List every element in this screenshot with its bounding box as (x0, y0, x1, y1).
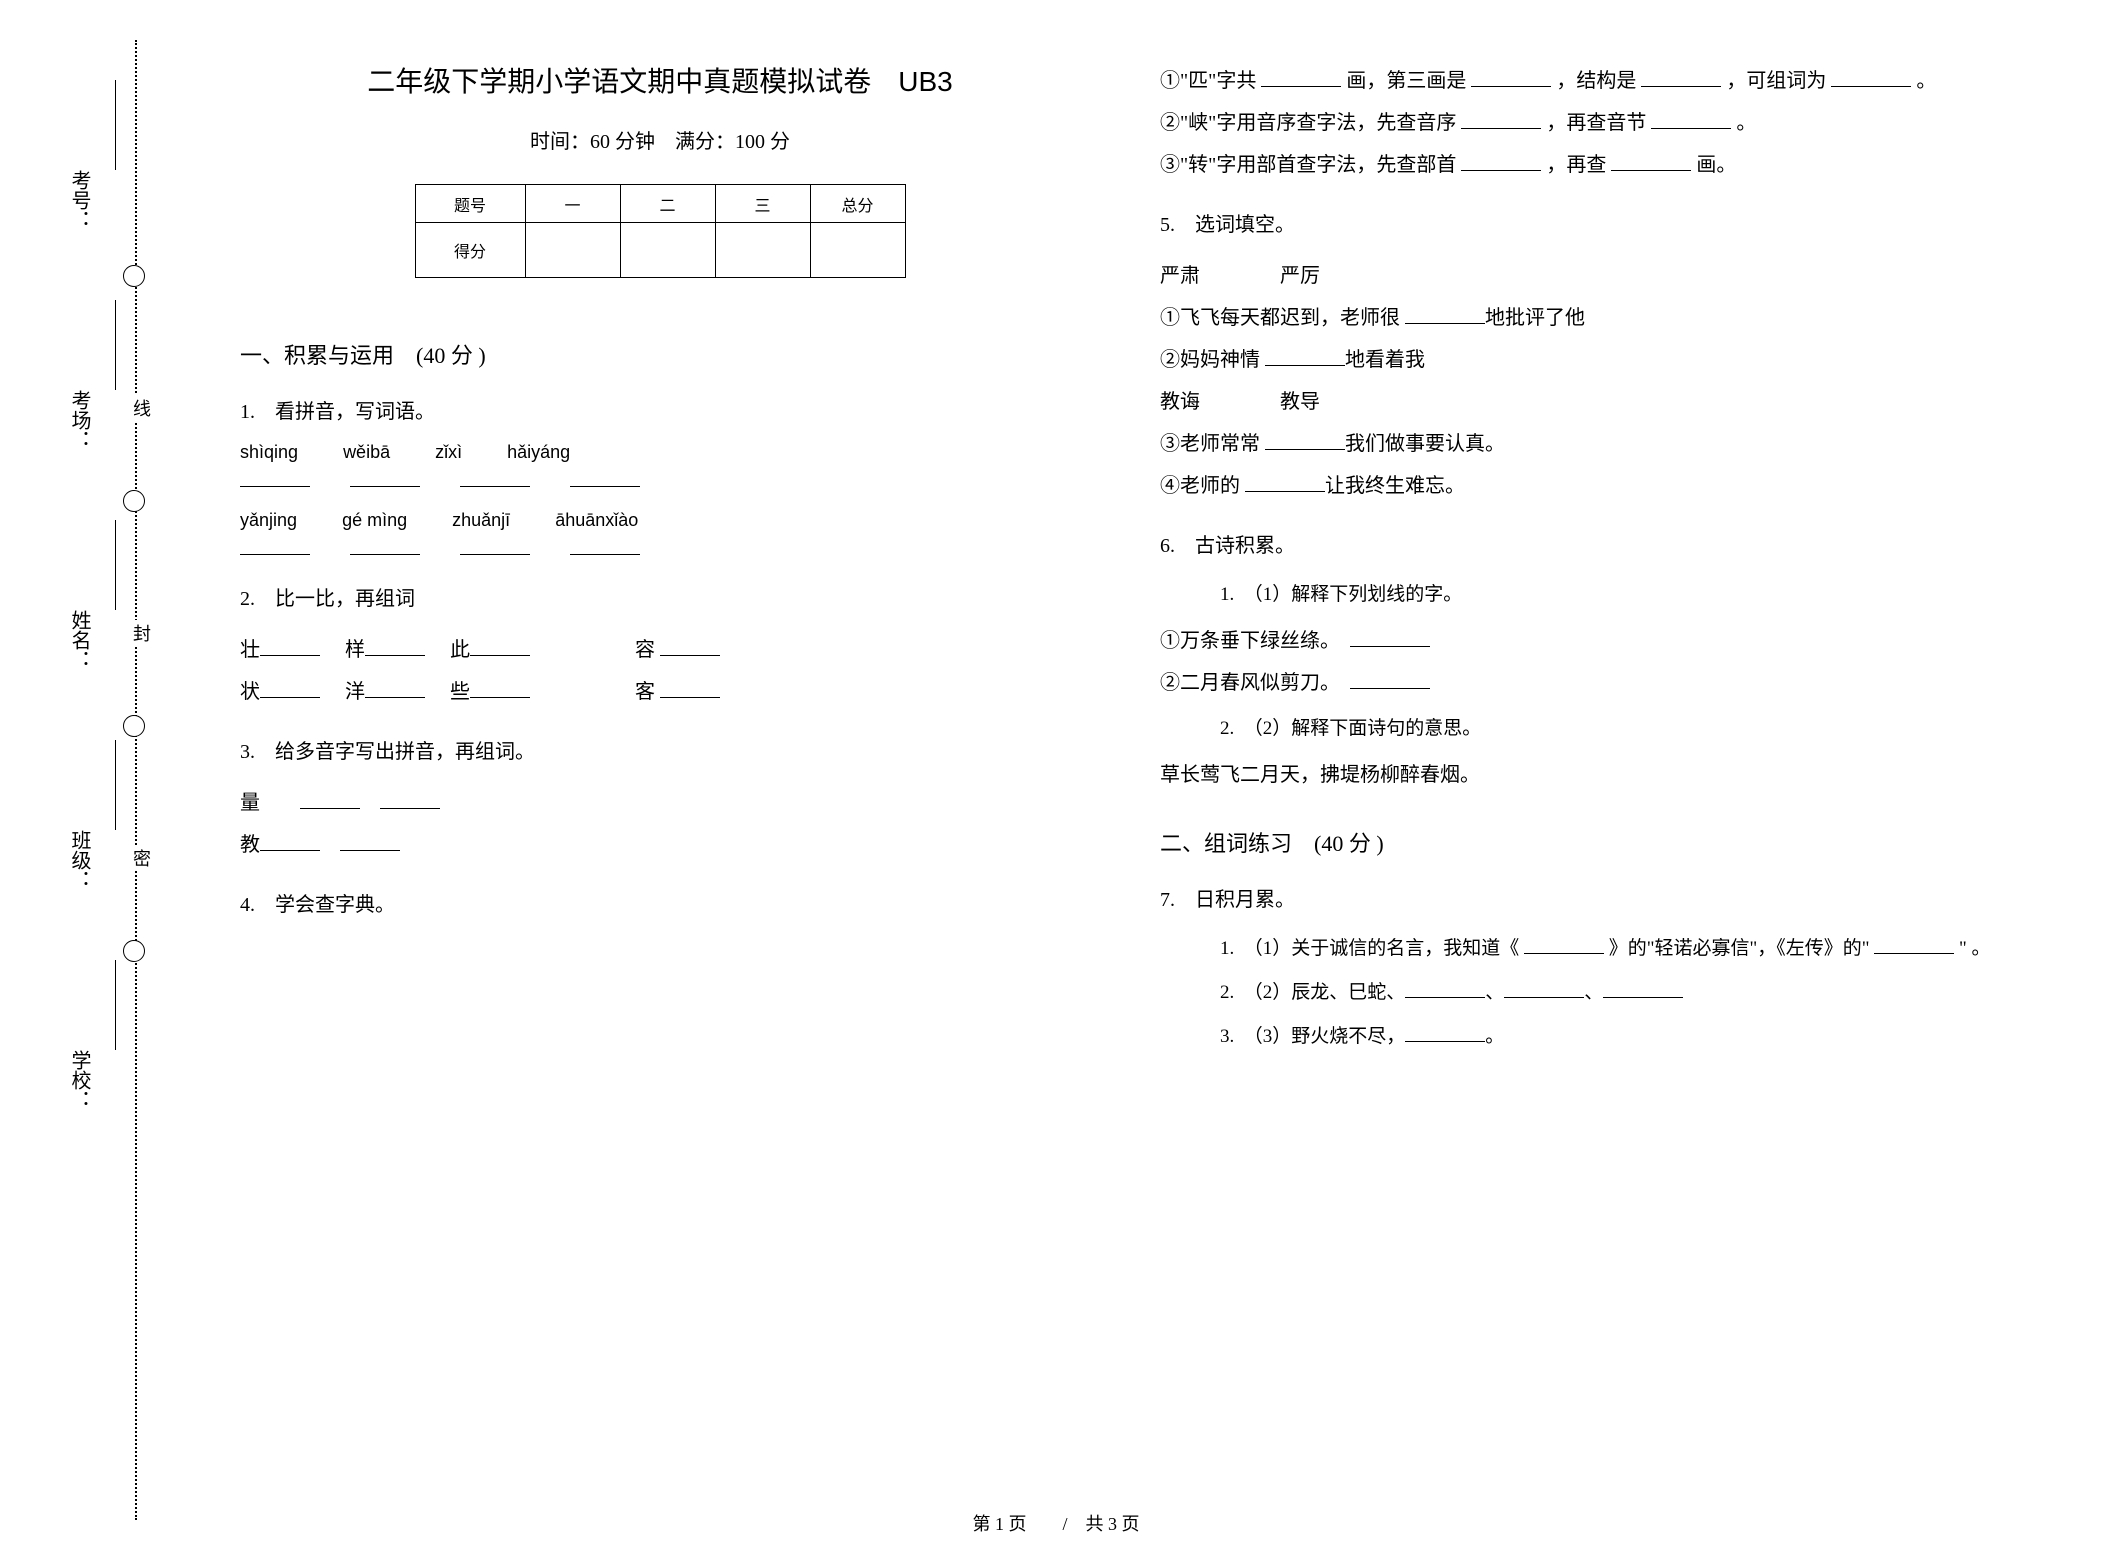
th: 二 (620, 185, 715, 223)
q4-item3: ③"转"字用部首查字法，先查部首 ，再查 画。 (1160, 144, 2000, 186)
q7-sub1: 1. （1）关于诚信的名言，我知道《 》的"轻诺必寡信"，《左传》的" " 。 (1220, 930, 2000, 968)
pinyin: āhuānxǐào (555, 510, 638, 531)
strip-line (115, 520, 116, 610)
column-left: 二年级下学期小学语文期中真题模拟试卷 UB3 时间：60 分钟 满分：100 分… (200, 40, 1120, 1520)
strip-label-school: 学校： (65, 1050, 94, 1110)
th: 总分 (810, 185, 905, 223)
content-area: 二年级下学期小学语文期中真题模拟试卷 UB3 时间：60 分钟 满分：100 分… (200, 40, 2080, 1520)
strip-label-examno: 考号： (65, 170, 94, 230)
q5-pair2: 教诲 教导 (1160, 381, 2000, 423)
q6-sub1: 1. （1）解释下列划线的字。 (1220, 576, 2000, 614)
char: 容 (635, 639, 655, 661)
q5-item1: ①飞飞每天都迟到，老师很 地批评了他 (1160, 297, 2000, 339)
pinyin: yǎnjing (240, 510, 297, 531)
q3-row: 量 (240, 782, 1080, 824)
table-row: 题号 一 二 三 总分 (415, 185, 905, 223)
pinyin: zǐxì (435, 442, 462, 463)
seal-circle (123, 715, 145, 737)
char: 洋 (345, 681, 365, 703)
seal-circle (123, 265, 145, 287)
char: 教 (240, 834, 260, 856)
q4-title: 4. 学会查字典。 (240, 888, 1080, 917)
char: 状 (240, 681, 260, 703)
exam-meta: 时间：60 分钟 满分：100 分 (240, 125, 1080, 154)
char: 些 (450, 681, 470, 703)
q2-title: 2. 比一比，再组词 (240, 582, 1080, 611)
char: 此 (450, 639, 470, 661)
char: 客 (635, 681, 655, 703)
th: 一 (525, 185, 620, 223)
strip-line (115, 740, 116, 830)
strip-line (115, 80, 116, 170)
char: 壮 (240, 639, 260, 661)
q6-title: 6. 古诗积累。 (1160, 529, 2000, 558)
td (810, 223, 905, 278)
section-2-title: 二、组词练习 (40 分 ) (1160, 826, 2000, 858)
q4-item1: ①"匹"字共 画，第三画是 ，结构是 ，可组词为 。 (1160, 60, 2000, 102)
strip-label-name: 姓名： (65, 610, 94, 670)
char: 量 (240, 792, 260, 814)
seal-label-seal: 封 (128, 620, 154, 646)
pinyin: shìqing (240, 442, 298, 463)
char: 样 (345, 639, 365, 661)
pinyin: hǎiyáng (507, 442, 570, 463)
strip-label-room: 考场： (65, 390, 94, 450)
td: 得分 (415, 223, 525, 278)
q5-title: 5. 选词填空。 (1160, 208, 2000, 237)
blank-row (240, 467, 1080, 492)
q3-row: 教 (240, 824, 1080, 866)
q4-item2: ②"峡"字用音序查字法，先查音序 ，再查音节 。 (1160, 102, 2000, 144)
pinyin: gé mìng (342, 510, 407, 531)
q5-pair1: 严肃 严厉 (1160, 255, 2000, 297)
score-table: 题号 一 二 三 总分 得分 (415, 184, 906, 278)
q5-item2: ②妈妈神情 地看着我 (1160, 339, 2000, 381)
td (620, 223, 715, 278)
th: 三 (715, 185, 810, 223)
seal-dotted-line (135, 40, 137, 1520)
q6-sub2: 2. （2）解释下面诗句的意思。 (1220, 710, 2000, 748)
column-right: ①"匹"字共 画，第三画是 ，结构是 ，可组词为 。 ②"峡"字用音序查字法，先… (1120, 40, 2040, 1520)
td (715, 223, 810, 278)
q7-sub2: 2. （2）辰龙、巳蛇、、、 (1220, 974, 2000, 1012)
section-1-title: 一、积累与运用 (40 分 ) (240, 338, 1080, 370)
q5-item4: ④老师的 让我终生难忘。 (1160, 465, 2000, 507)
q7-title: 7. 日积月累。 (1160, 883, 2000, 912)
pinyin-row: yǎnjing gé mìng zhuǎnjī āhuānxǐào (240, 510, 1080, 531)
page-footer: 第 1 页 / 共 3 页 (0, 1510, 2112, 1536)
blank-row (240, 535, 1080, 560)
q5-item3: ③老师常常 我们做事要认真。 (1160, 423, 2000, 465)
th: 题号 (415, 185, 525, 223)
pinyin: zhuǎnjī (452, 510, 510, 531)
title-code: UB3 (898, 66, 952, 97)
q6-poem: 草长莺飞二月天，拂堤杨柳醉春烟。 (1160, 754, 2000, 796)
strip-line (115, 300, 116, 390)
seal-circle (123, 940, 145, 962)
exam-title: 二年级下学期小学语文期中真题模拟试卷 UB3 (240, 60, 1080, 100)
strip-line (115, 960, 116, 1050)
exam-info-strip: 考号： 考场： 姓名： 班级： 学校： (45, 0, 145, 1561)
strip-label-class: 班级： (65, 830, 94, 890)
seal-circle (123, 490, 145, 512)
q6-line2: ②二月春风似剪刀。 (1160, 662, 2000, 704)
q6-line1: ①万条垂下绿丝绦。 (1160, 620, 2000, 662)
q7-sub3: 3. （3）野火烧不尽，。 (1220, 1018, 2000, 1056)
table-row: 得分 (415, 223, 905, 278)
q2-row: 壮 样 此 容 (240, 629, 1080, 671)
title-text: 二年级下学期小学语文期中真题模拟试卷 (367, 67, 871, 98)
q1-title: 1. 看拼音，写词语。 (240, 395, 1080, 424)
pinyin: wěibā (343, 442, 390, 463)
td (525, 223, 620, 278)
pinyin-row: shìqing wěibā zǐxì hǎiyáng (240, 442, 1080, 463)
q7-sublist: 1. （1）关于诚信的名言，我知道《 》的"轻诺必寡信"，《左传》的" " 。 … (1220, 930, 2000, 1056)
seal-label-line: 线 (128, 395, 154, 421)
seal-label-secret: 密 (128, 845, 154, 871)
q2-row: 状 洋 些 客 (240, 671, 1080, 713)
q3-title: 3. 给多音字写出拼音，再组词。 (240, 735, 1080, 764)
